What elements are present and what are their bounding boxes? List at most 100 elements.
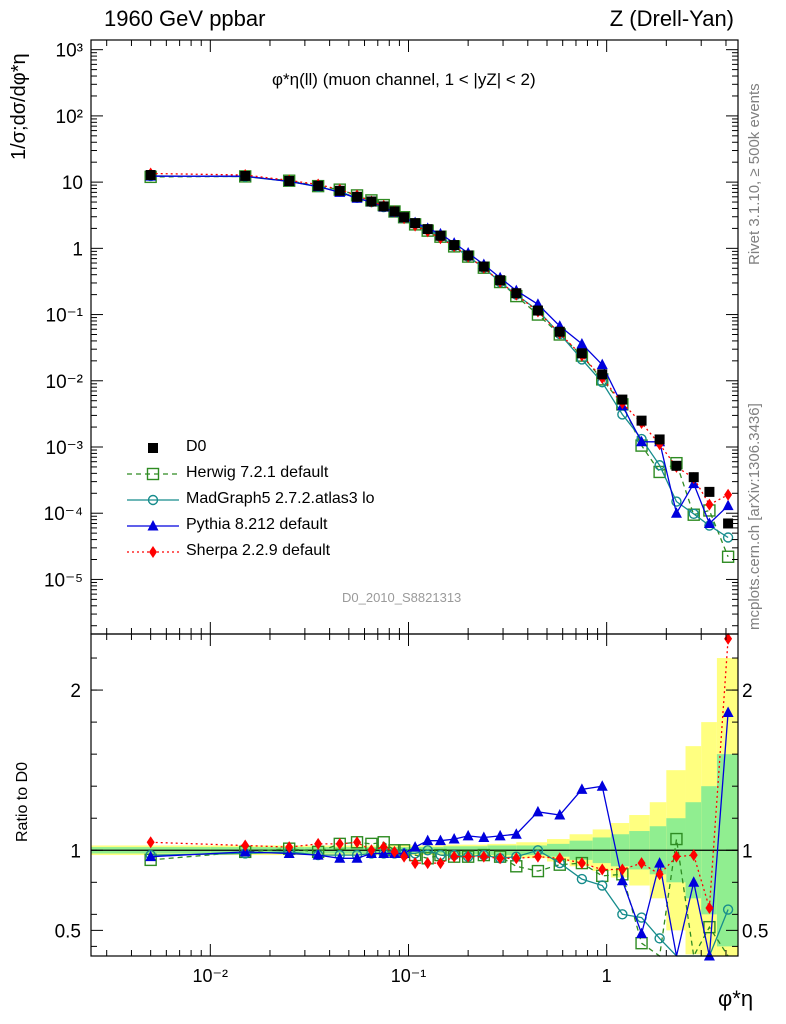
ratio-point-sherpa — [705, 901, 714, 914]
ratio-tick-label-right: 0.5 — [742, 921, 768, 942]
ratio-point-sherpa — [496, 852, 505, 865]
y-tick-label: 10⁻⁵ — [44, 570, 83, 591]
ratio-point-pythia — [351, 852, 363, 863]
main-series-layer — [144, 167, 735, 563]
ratio-point-sherpa — [353, 836, 362, 849]
main-point-d0 — [463, 250, 474, 261]
y-axis-label-ratio: Ratio to D0 — [14, 761, 31, 842]
ratio-point-sherpa — [367, 844, 376, 857]
ratio-point-sherpa — [555, 852, 564, 865]
main-point-madgraph — [722, 532, 734, 543]
analysis-id-label: D0_2010_S8821313 — [342, 590, 462, 605]
main-point-d0 — [576, 348, 587, 359]
plot-frames — [90, 39, 739, 957]
ratio-tick-label-left: 1 — [70, 841, 81, 862]
main-point-madgraph — [688, 508, 699, 520]
legend-label-pythia: Pythia 8.212 default — [186, 516, 328, 533]
ratio-point-pythia — [409, 841, 421, 852]
main-point-d0 — [399, 212, 410, 223]
ratio-point-pythia — [688, 876, 700, 887]
legend-markers — [127, 443, 179, 558]
y-tick-label: 10² — [56, 107, 83, 128]
ratio-point-pythia — [596, 780, 608, 791]
main-point-d0 — [389, 206, 400, 217]
ratio-point-madgraph — [617, 909, 628, 920]
main-point-d0 — [617, 394, 628, 405]
main-point-d0 — [410, 218, 421, 229]
ratio-point-sherpa — [637, 857, 646, 870]
main-point-d0 — [636, 415, 647, 426]
main-point-d0 — [449, 240, 460, 251]
ratio-point-pythia — [422, 834, 434, 846]
main-point-madgraph — [671, 496, 682, 507]
ratio-point-madgraph — [576, 873, 588, 885]
legend-marker-herwig — [146, 467, 160, 481]
main-line-sherpa — [150, 172, 729, 506]
ratio-point-sherpa — [314, 837, 323, 850]
main-point-d0 — [334, 185, 345, 196]
ratio-point-pythia — [532, 805, 544, 817]
ratio-point-sherpa — [618, 863, 627, 876]
ratio-point-pythia — [654, 857, 666, 868]
main-point-pythia — [670, 507, 682, 518]
ratio-point-pythia — [554, 809, 566, 820]
ratio-point-sherpa — [724, 632, 733, 645]
main-point-d0 — [478, 261, 489, 272]
ratio-point-pythia — [703, 950, 715, 961]
ratio-point-sherpa — [655, 868, 664, 881]
legend-label-madgraph: MadGraph5 2.7.2.atlas3 lo — [186, 490, 375, 507]
ratio-point-sherpa — [390, 845, 399, 858]
ratio-point-sherpa — [436, 857, 445, 870]
ratio-tick-label-right: 1 — [742, 841, 753, 862]
ratio-series-layer — [144, 632, 734, 961]
ratio-plot-frame — [90, 633, 739, 957]
y-tick-label: 10⁻³ — [46, 438, 84, 459]
x-axis-label: φ*η — [718, 986, 754, 1011]
ratio-point-herwig — [531, 864, 545, 878]
ratio-point-pythia — [636, 927, 648, 939]
ratio-tick-label-left: 2 — [70, 681, 81, 702]
main-point-d0 — [532, 305, 543, 316]
ratio-point-herwig — [670, 832, 683, 846]
ratio-point-madgraph — [422, 845, 433, 856]
main-point-sherpa — [705, 498, 714, 511]
ratio-point-pythia — [478, 831, 490, 842]
axis-ticks: 10⁻² 10⁻¹ 1 10⁻⁵ 10⁻⁴ 10⁻³ 10⁻² 10⁻¹ 1 10 10² 10³ 0.… — [44, 40, 768, 986]
legend-marker-pythia — [147, 520, 159, 531]
ratio-tick-label-left: 0.5 — [55, 921, 81, 942]
main-point-pythia — [596, 358, 608, 370]
ratio-point-pythia — [616, 874, 628, 886]
main-point-d0 — [435, 230, 446, 241]
main-point-d0 — [313, 180, 324, 191]
plot-title: φ*η(ll) (muon channel, 1 < |yZ| < 2) — [272, 70, 536, 89]
y-tick-label: 10⁻² — [46, 372, 84, 393]
ratio-point-sherpa — [598, 863, 607, 876]
main-point-d0 — [654, 434, 665, 445]
ratio-point-sherpa — [379, 841, 388, 854]
main-point-d0 — [145, 170, 156, 181]
ratio-point-sherpa — [450, 850, 459, 863]
ratio-point-sherpa — [241, 839, 250, 852]
ratio-point-pythia — [576, 783, 588, 794]
ratio-point-sherpa — [577, 857, 586, 870]
ratio-point-madgraph — [597, 880, 608, 891]
x-tick-label: 1 — [602, 966, 612, 986]
legend-marker-d0 — [148, 443, 158, 453]
ratio-point-sherpa — [146, 836, 155, 849]
main-point-d0 — [688, 472, 699, 483]
ratio-point-sherpa — [411, 857, 420, 870]
ratio-point-sherpa — [400, 850, 409, 863]
ratio-point-sherpa — [533, 850, 542, 863]
legend-marker-sherpa — [149, 546, 157, 558]
main-point-herwig — [721, 550, 735, 563]
x-tick-label: 10⁻² — [193, 966, 229, 986]
main-point-pythia — [703, 517, 715, 528]
ratio-point-sherpa — [423, 857, 432, 870]
main-point-d0 — [704, 486, 715, 497]
ratio-tick-label-right: 2 — [742, 681, 753, 702]
x-tick-label: 10⁻¹ — [391, 966, 427, 986]
main-point-d0 — [723, 518, 734, 529]
y-tick-label: 10 — [62, 173, 83, 194]
ratio-point-madgraph — [654, 933, 665, 944]
